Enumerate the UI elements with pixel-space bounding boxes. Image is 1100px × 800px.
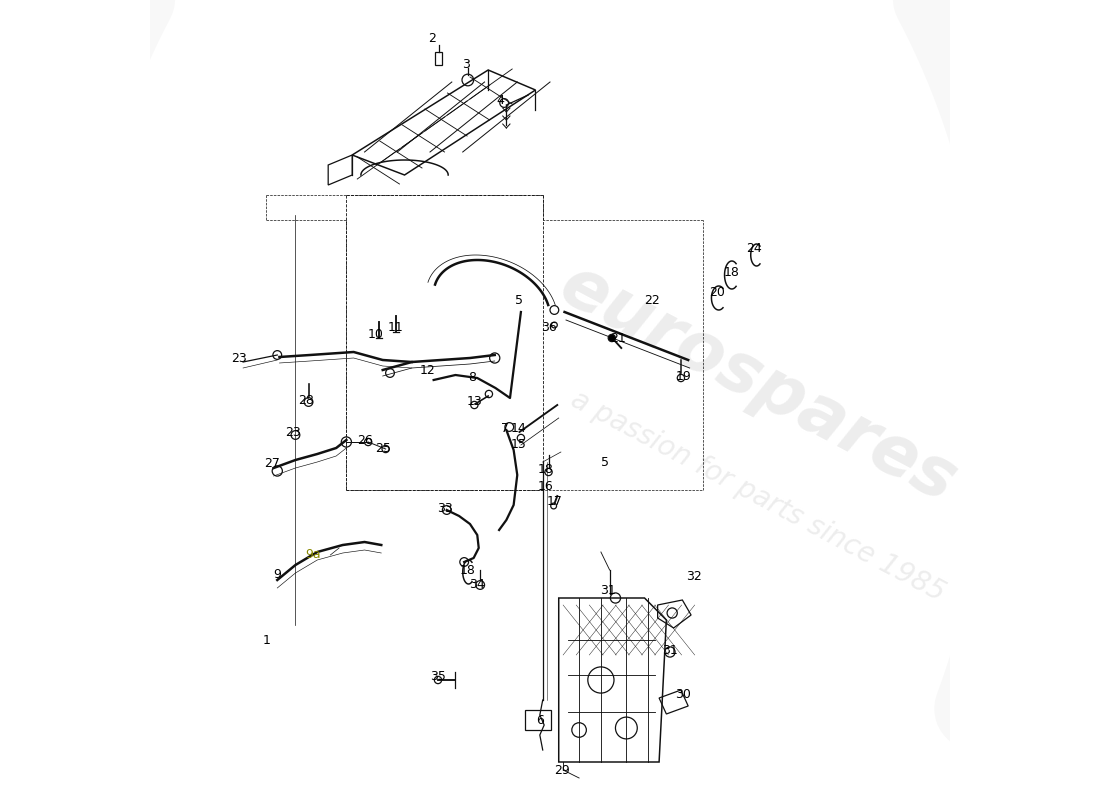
Text: 4: 4	[496, 94, 505, 106]
Text: 21: 21	[610, 331, 626, 345]
Text: 10: 10	[367, 329, 384, 342]
Text: 9a: 9a	[305, 549, 321, 562]
Text: 35: 35	[430, 670, 446, 682]
Text: 31: 31	[600, 583, 615, 597]
Text: 5: 5	[516, 294, 524, 306]
Text: 32: 32	[686, 570, 702, 582]
Text: 9: 9	[273, 569, 282, 582]
Text: 22: 22	[644, 294, 660, 306]
Text: 34: 34	[470, 578, 485, 590]
Text: 15: 15	[510, 438, 527, 451]
Text: 8: 8	[469, 371, 476, 385]
Text: 17: 17	[547, 495, 562, 509]
Text: 25: 25	[375, 442, 390, 454]
Text: 13: 13	[466, 395, 482, 409]
Text: 11: 11	[388, 322, 404, 334]
Text: 36: 36	[541, 322, 557, 334]
Text: 6: 6	[536, 714, 543, 726]
Text: 12: 12	[420, 363, 436, 377]
Text: 2: 2	[428, 31, 436, 45]
Text: 18: 18	[724, 266, 740, 278]
Text: 3: 3	[462, 58, 471, 71]
Text: a passion for parts since 1985: a passion for parts since 1985	[566, 385, 949, 607]
Text: 1: 1	[263, 634, 271, 646]
Text: eurospares: eurospares	[548, 251, 968, 517]
Text: 20: 20	[710, 286, 725, 298]
Text: 5: 5	[602, 455, 609, 469]
Text: 14: 14	[510, 422, 527, 434]
Text: 26: 26	[358, 434, 373, 446]
Text: 33: 33	[438, 502, 453, 514]
Text: 18: 18	[460, 563, 476, 577]
Text: 7: 7	[500, 422, 509, 434]
Text: 19: 19	[675, 370, 692, 382]
Text: 16: 16	[538, 479, 553, 493]
Text: 29: 29	[553, 763, 570, 777]
Text: 24: 24	[746, 242, 761, 254]
Text: 31: 31	[662, 643, 678, 657]
Text: 23: 23	[285, 426, 301, 438]
Text: 23: 23	[231, 351, 246, 365]
Text: 30: 30	[675, 687, 691, 701]
Text: 27: 27	[264, 458, 280, 470]
Text: 18: 18	[538, 462, 553, 475]
Circle shape	[608, 334, 616, 342]
Text: 28: 28	[298, 394, 315, 406]
